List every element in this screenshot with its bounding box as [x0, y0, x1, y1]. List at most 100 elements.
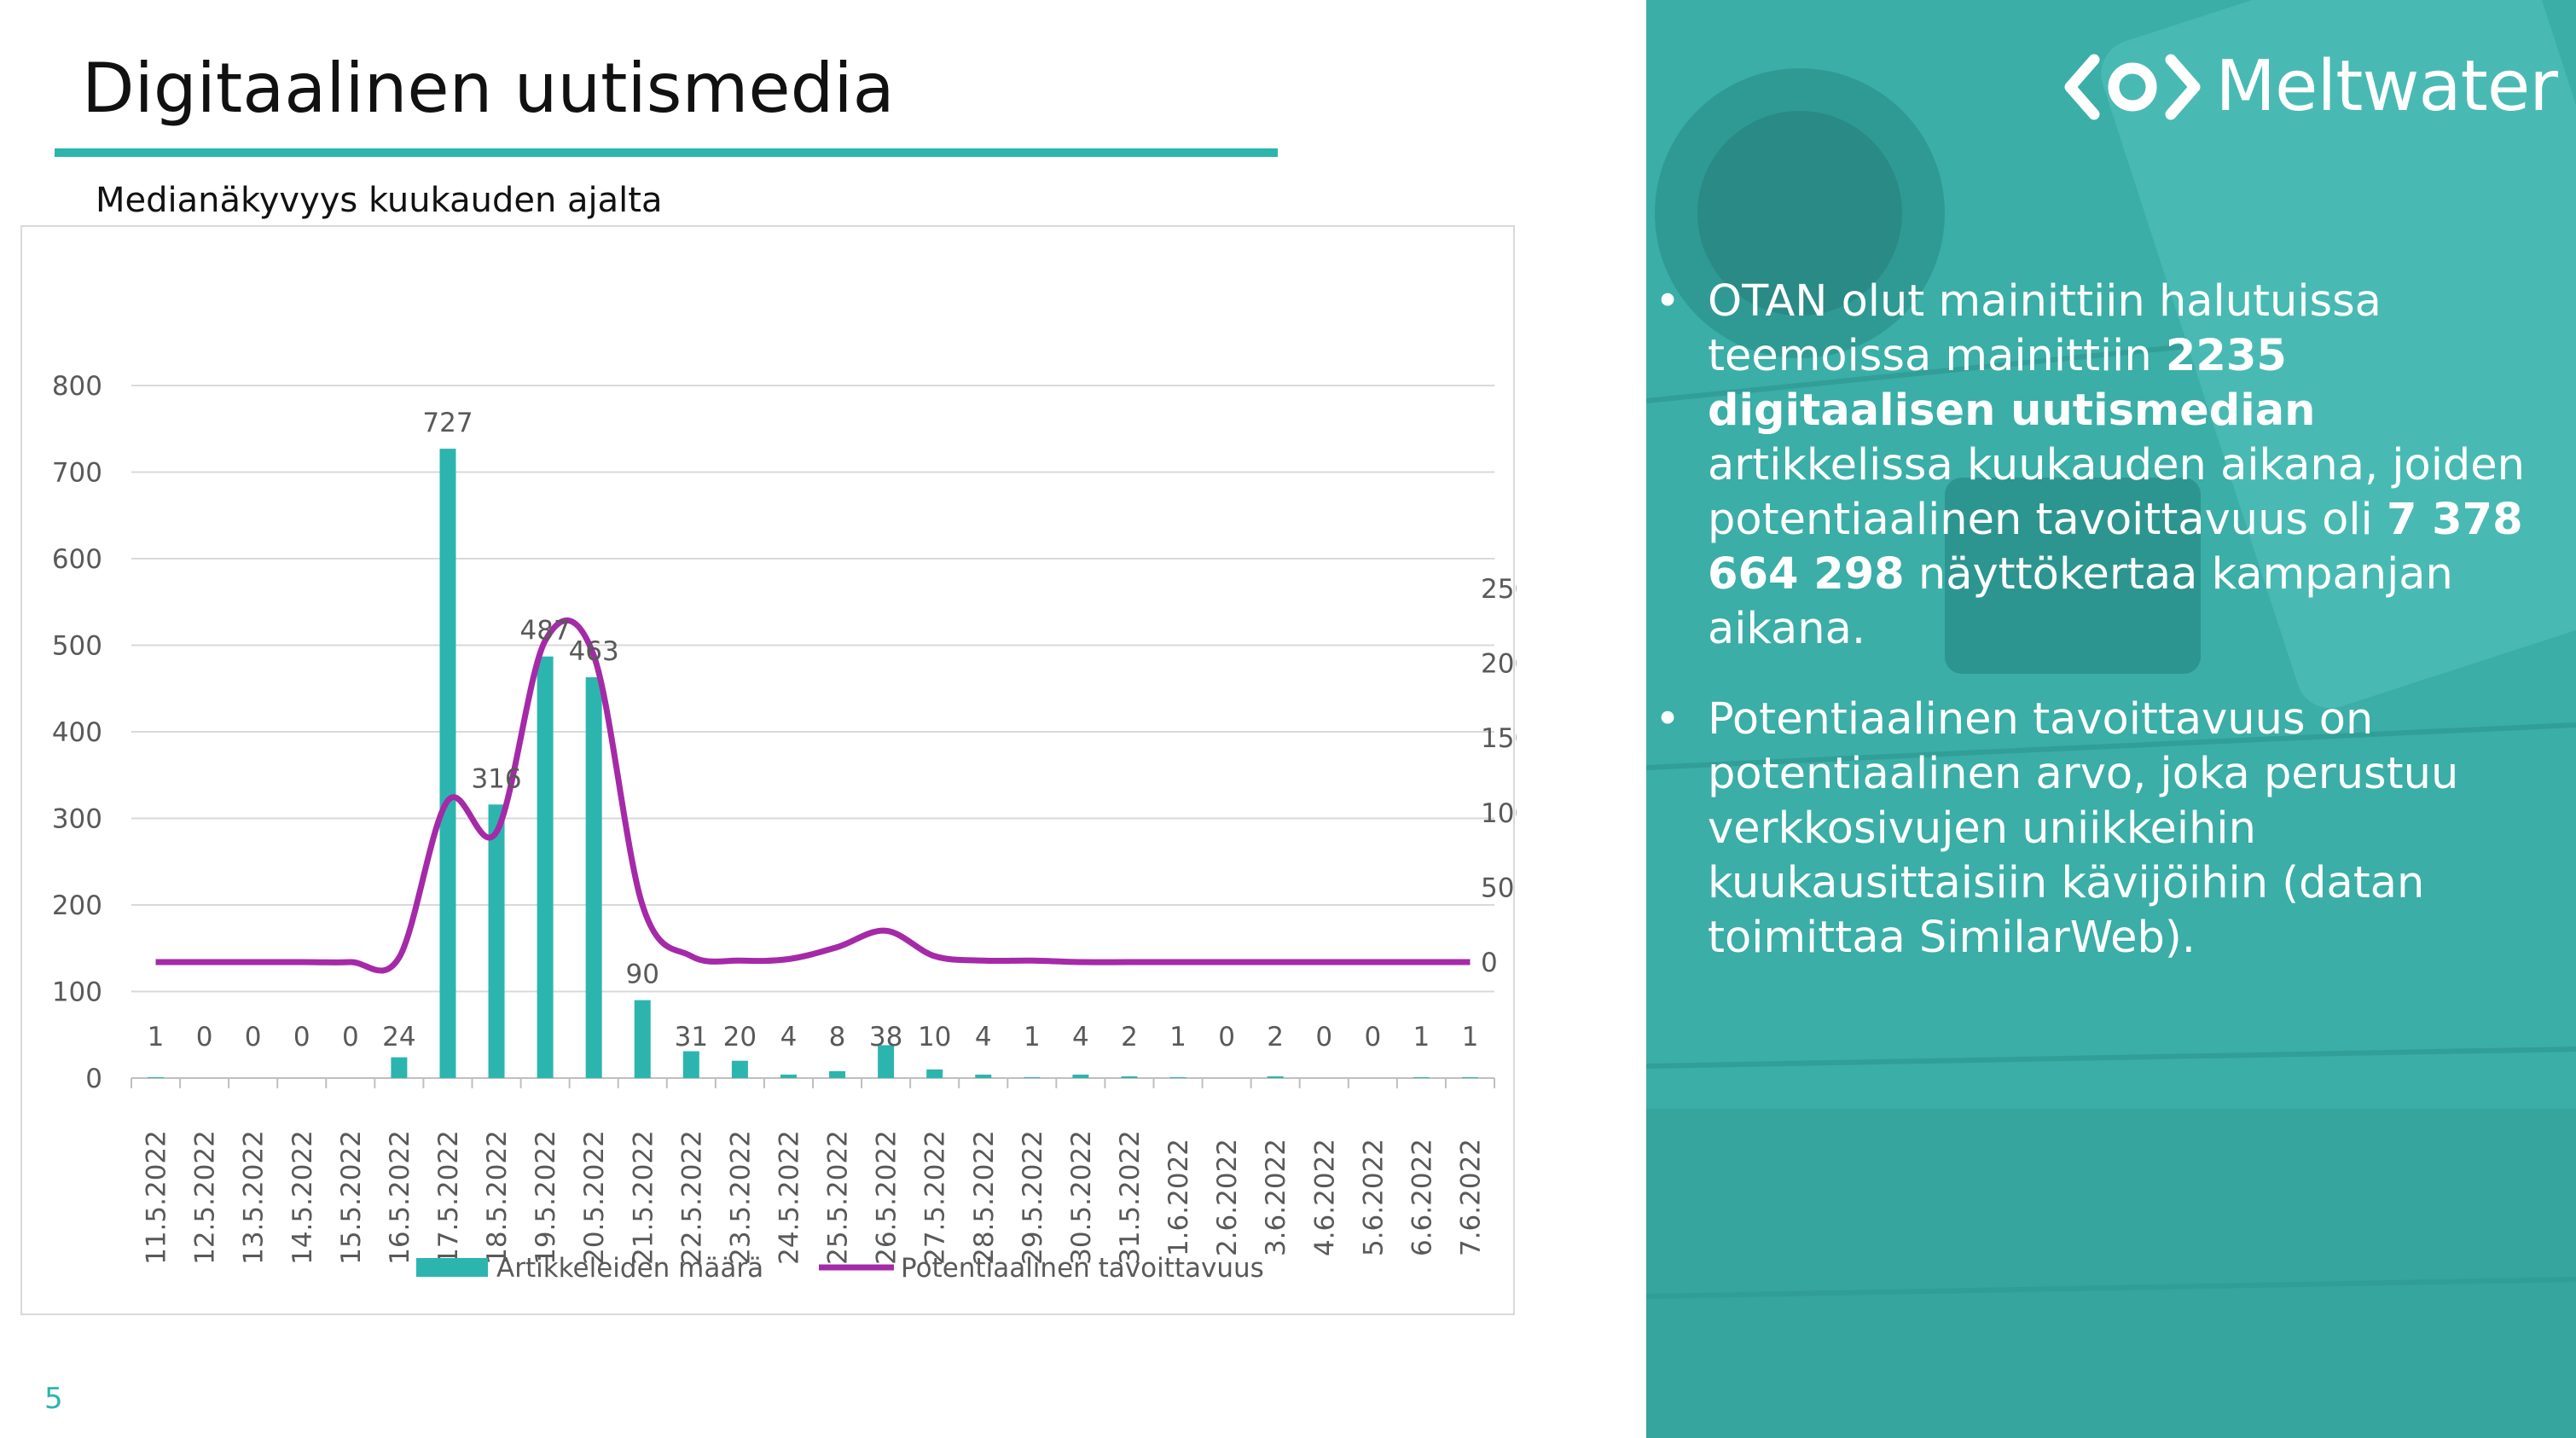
data-label: 0 — [245, 1022, 262, 1052]
meltwater-wordmark: Meltwater — [2215, 46, 2558, 127]
bar — [975, 1074, 992, 1078]
y2-tick-label: 0 — [1481, 948, 1498, 978]
x-tick-label: 30.5.2022 — [1066, 1130, 1097, 1265]
x-tick-label: 25.5.2022 — [823, 1130, 854, 1265]
x-tick-label: 15.5.2022 — [336, 1130, 367, 1265]
x-tick-label: 23.5.2022 — [725, 1130, 756, 1265]
x-tick-label: 16.5.2022 — [385, 1130, 415, 1265]
x-tick-label: 20.5.2022 — [579, 1130, 610, 1265]
data-label: 0 — [1218, 1022, 1235, 1052]
y-tick-label: 600 — [52, 544, 102, 575]
slide-title: Digitaalinen uutismedia — [82, 49, 895, 128]
bar — [391, 1057, 408, 1078]
bar — [926, 1069, 943, 1078]
y-tick-label: 300 — [52, 804, 102, 835]
data-label: 8 — [829, 1022, 846, 1052]
data-label: 38 — [869, 1022, 902, 1052]
data-label: 31 — [675, 1022, 708, 1052]
x-tick-label: 11.5.2022 — [142, 1130, 172, 1265]
x-tick-label: 26.5.2022 — [872, 1130, 902, 1265]
x-tick-label: 19.5.2022 — [531, 1130, 561, 1265]
bar — [439, 449, 456, 1078]
y2-tick-label: 50 milj. — [1481, 873, 1517, 903]
bar — [878, 1045, 895, 1078]
summary-bullets: OTAN olut mainittiin halutuissa teemoiss… — [1655, 275, 2550, 1001]
y-tick-label: 200 — [52, 890, 102, 921]
x-tick-label: 4.6.2022 — [1309, 1139, 1340, 1256]
data-label: 1 — [1024, 1022, 1041, 1052]
x-tick-label: 13.5.2022 — [239, 1130, 270, 1265]
title-underline — [55, 148, 1278, 157]
data-label: 10 — [918, 1022, 951, 1052]
data-label: 4 — [780, 1022, 798, 1052]
y-tick-label: 100 — [52, 977, 102, 1008]
data-label: 2 — [1267, 1022, 1284, 1052]
x-tick-label: 17.5.2022 — [433, 1130, 464, 1265]
y-tick-label: 0 — [85, 1064, 102, 1094]
bar — [1072, 1074, 1089, 1078]
y2-tick-label: 150 milj. — [1481, 723, 1517, 754]
bar — [1413, 1076, 1430, 1078]
data-label: 4 — [1072, 1022, 1089, 1052]
summary-bullet-1: OTAN olut mainittiin halutuissa teemoiss… — [1655, 275, 2550, 657]
data-label: 24 — [382, 1022, 415, 1052]
x-tick-label: 12.5.2022 — [190, 1130, 221, 1265]
data-label: 2 — [1121, 1022, 1138, 1052]
series-line — [155, 617, 1471, 974]
bar — [1267, 1076, 1284, 1078]
legend-label: Potentiaalinen tavoittavuus — [901, 1253, 1264, 1284]
y-tick-label: 500 — [52, 631, 102, 662]
bar — [1169, 1076, 1186, 1078]
bar — [634, 1000, 651, 1078]
data-label: 316 — [471, 763, 521, 794]
legend-label: Artikkeleiden määrä — [496, 1253, 763, 1284]
x-tick-label: 5.6.2022 — [1358, 1139, 1389, 1256]
data-label: 1 — [1413, 1022, 1430, 1052]
data-label: 1 — [1169, 1022, 1186, 1052]
bar — [1024, 1076, 1041, 1078]
data-label: 1 — [148, 1022, 165, 1052]
data-label: 1 — [1462, 1022, 1479, 1052]
x-tick-label: 18.5.2022 — [482, 1130, 513, 1265]
data-label: 90 — [626, 960, 659, 990]
bar — [682, 1051, 699, 1078]
x-tick-label: 24.5.2022 — [774, 1130, 804, 1265]
y-tick-label: 800 — [52, 371, 102, 402]
legend-swatch-bars — [416, 1258, 488, 1277]
x-tick-label: 14.5.2022 — [287, 1130, 318, 1265]
meltwater-logo: Meltwater — [2060, 46, 2558, 127]
x-tick-label: 27.5.2022 — [920, 1130, 951, 1265]
bar — [780, 1074, 797, 1078]
y-tick-label: 400 — [52, 717, 102, 748]
bar — [488, 804, 505, 1078]
data-label: 487 — [520, 616, 571, 647]
y-tick-label: 700 — [52, 458, 102, 489]
page-number: 5 — [44, 1382, 63, 1416]
data-label: 0 — [1315, 1022, 1332, 1052]
y2-tick-label: 100 milj. — [1481, 798, 1517, 829]
data-label: 0 — [293, 1022, 310, 1052]
data-label: 727 — [422, 408, 473, 438]
x-tick-label: 29.5.2022 — [1018, 1130, 1048, 1265]
bar — [829, 1070, 846, 1078]
x-tick-label: 3.6.2022 — [1261, 1139, 1291, 1256]
x-tick-label: 31.5.2022 — [1115, 1130, 1146, 1265]
x-tick-label: 7.6.2022 — [1455, 1139, 1486, 1256]
meltwater-logo-icon — [2064, 54, 2201, 119]
summary-bullet-2: Potentiaalinen tavoittavuus on potentiaa… — [1655, 693, 2550, 965]
x-tick-label: 6.6.2022 — [1407, 1139, 1437, 1256]
data-label: 463 — [569, 636, 619, 667]
x-tick-label: 21.5.2022 — [628, 1130, 659, 1265]
data-label: 20 — [723, 1022, 757, 1052]
x-tick-label: 28.5.2022 — [969, 1130, 1000, 1265]
data-label: 0 — [196, 1022, 213, 1052]
x-tick-label: 1.6.2022 — [1163, 1139, 1194, 1256]
bar — [537, 656, 554, 1078]
data-label: 0 — [1364, 1022, 1381, 1052]
x-tick-label: 2.6.2022 — [1212, 1139, 1243, 1256]
bar — [1121, 1076, 1138, 1078]
y2-tick-label: 200 milj. — [1481, 649, 1517, 680]
y2-tick-label: 250 milj. — [1481, 574, 1517, 605]
